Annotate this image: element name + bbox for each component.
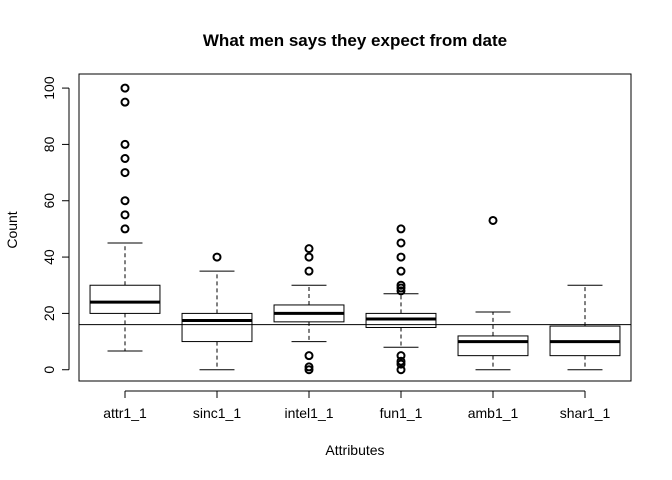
x-tick-label: intel1_1: [284, 405, 333, 421]
outlier-point: [396, 365, 406, 375]
outlier-point: [120, 168, 130, 178]
y-tick-label: 40: [41, 249, 57, 265]
outlier-point: [120, 153, 130, 163]
plot-frame: [78, 73, 632, 382]
y-tick-label: 20: [41, 305, 57, 321]
outlier-point: [120, 139, 130, 149]
boxes-group: [89, 83, 621, 375]
outlier-point: [304, 362, 314, 372]
x-tick-label: fun1_1: [380, 405, 423, 421]
outlier-point: [396, 252, 406, 262]
x-tick-label: shar1_1: [560, 405, 611, 421]
outlier-point: [120, 83, 130, 93]
x-axis-label: Attributes: [325, 442, 384, 458]
outlier-point: [304, 252, 314, 262]
box-sinc1_1: [181, 252, 253, 371]
outlier-point: [120, 97, 130, 107]
outlier-point: [304, 244, 314, 254]
y-tick-label: 80: [41, 136, 57, 152]
x-tick-label: attr1_1: [103, 405, 147, 421]
box-amb1_1: [457, 215, 529, 371]
box-shar1_1: [549, 284, 621, 371]
outlier-point: [304, 266, 314, 276]
box-fun1_1: [365, 224, 437, 375]
chart-title: What men says they expect from date: [203, 31, 507, 50]
y-tick-label: 100: [41, 76, 57, 100]
outlier-point: [396, 238, 406, 248]
outlier-point: [488, 215, 498, 225]
x-tick-label: sinc1_1: [193, 405, 241, 421]
box-rect: [89, 284, 161, 314]
outlier-point: [212, 252, 222, 262]
outlier-point: [396, 351, 406, 361]
outlier-point: [120, 196, 130, 206]
outlier-point: [304, 351, 314, 361]
outlier-point: [396, 280, 406, 290]
outlier-point: [396, 224, 406, 234]
outlier-point: [120, 224, 130, 234]
box-rect: [181, 312, 253, 343]
x-axis: attr1_1 sinc1_1 intel1_1 fun1_1 amb1_1 shar1_…: [103, 390, 611, 421]
outlier-point: [396, 356, 406, 366]
y-tick-label: 0: [41, 366, 57, 374]
y-axis: 0 20 40 60 80 100: [41, 76, 70, 374]
outlier-point: [396, 266, 406, 276]
x-tick-label: amb1_1: [468, 405, 519, 421]
box-intel1_1: [273, 244, 345, 375]
y-axis-label: Count: [4, 211, 20, 248]
outlier-point: [120, 210, 130, 220]
box-rect: [457, 335, 529, 357]
box-attr1_1: [89, 83, 161, 352]
y-tick-label: 60: [41, 193, 57, 209]
